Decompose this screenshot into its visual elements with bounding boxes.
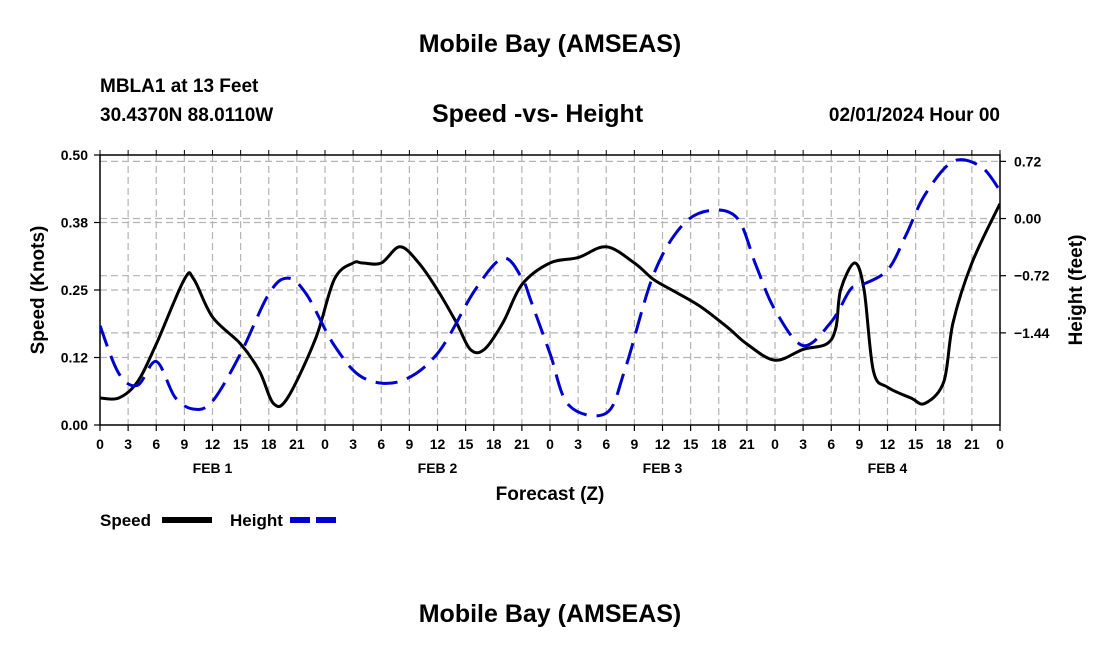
forecast-run-time: 02/01/2024 Hour 00 — [828, 105, 1000, 126]
x-tick-label: 6 — [377, 436, 385, 452]
x-tick-label: 6 — [602, 436, 610, 452]
y2-tick-label: 0.72 — [1014, 153, 1041, 169]
x-tick-label: 9 — [855, 436, 863, 452]
x-tick-label: 12 — [430, 436, 446, 452]
x-tick-label: 0 — [996, 436, 1004, 452]
plot-frame — [99, 154, 1001, 426]
x-tick-label: 3 — [799, 436, 807, 452]
x-tick-label: 15 — [233, 436, 249, 452]
day-label: FEB 2 — [418, 460, 458, 476]
y-tick-label: 0.50 — [61, 147, 88, 163]
y-tick-label: 0.38 — [61, 215, 88, 231]
y2-axis-title: Height (feet) — [1066, 235, 1087, 346]
y2-tick-label: −1.44 — [1014, 325, 1050, 341]
x-tick-label: 12 — [880, 436, 896, 452]
next-chart-title: Mobile Bay (AMSEAS) — [418, 600, 682, 628]
chart-subtitle: Speed -vs- Height — [432, 100, 644, 128]
x-tick-label: 0 — [771, 436, 779, 452]
station-label: MBLA1 at 13 Feet — [100, 76, 259, 97]
chart-main-title: Mobile Bay (AMSEAS) — [418, 30, 682, 58]
day-label: FEB 1 — [193, 460, 233, 476]
x-tick-label: 18 — [711, 436, 727, 452]
x-tick-label: 15 — [458, 436, 474, 452]
y-axis-title: Speed (Knots) — [28, 226, 49, 355]
x-tick-label: 21 — [514, 436, 530, 452]
speed-series-line — [100, 202, 1000, 409]
x-tick-label: 12 — [655, 436, 671, 452]
x-tick-label: 18 — [261, 436, 277, 452]
height-series-line — [100, 158, 1000, 418]
x-tick-label: 9 — [405, 436, 413, 452]
y2-tick-label: 0.00 — [1014, 211, 1041, 227]
legend-label-speed: Speed — [100, 511, 151, 530]
x-tick-label: 6 — [152, 436, 160, 452]
y2-tick-label: −0.72 — [1014, 268, 1050, 284]
x-tick-label: 12 — [205, 436, 221, 452]
y-tick-label: 0.12 — [61, 350, 88, 366]
x-tick-label: 21 — [289, 436, 305, 452]
y-tick-label: 0.00 — [61, 417, 88, 433]
day-label: FEB 3 — [643, 460, 683, 476]
x-tick-label: 21 — [964, 436, 980, 452]
x-tick-label: 18 — [936, 436, 952, 452]
x-tick-label: 0 — [321, 436, 329, 452]
x-tick-label: 21 — [739, 436, 755, 452]
y-tick-label: 0.25 — [61, 282, 88, 298]
x-tick-label: 15 — [908, 436, 924, 452]
x-axis-title: Forecast (Z) — [496, 484, 605, 505]
x-tick-label: 3 — [574, 436, 582, 452]
x-tick-label: 9 — [630, 436, 638, 452]
x-tick-label: 9 — [180, 436, 188, 452]
day-label: FEB 4 — [868, 460, 908, 476]
station-coordinates: 30.4370N 88.0110W — [100, 105, 274, 126]
x-tick-label: 3 — [349, 436, 357, 452]
x-tick-label: 0 — [546, 436, 554, 452]
x-tick-label: 0 — [96, 436, 104, 452]
legend-label-height: Height — [230, 511, 283, 530]
x-tick-label: 6 — [827, 436, 835, 452]
x-tick-label: 18 — [486, 436, 502, 452]
x-tick-label: 15 — [683, 436, 699, 452]
x-tick-label: 3 — [124, 436, 132, 452]
